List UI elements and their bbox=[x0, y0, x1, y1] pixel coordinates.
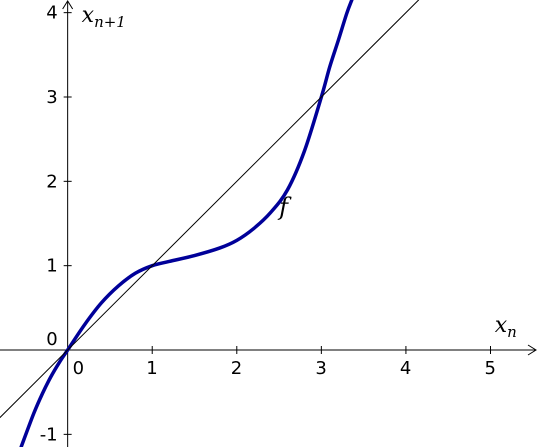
x-tick-label: 4 bbox=[400, 358, 411, 379]
x-tick-label: 0 bbox=[73, 358, 84, 379]
y-axis-arrow bbox=[62, 0, 74, 10]
x-axis-label: xn bbox=[495, 313, 517, 341]
y-tick-label: 1 bbox=[46, 256, 57, 277]
x-tick-label: 1 bbox=[146, 358, 157, 379]
y-tick-label: 2 bbox=[46, 171, 57, 192]
y-tick-label: 4 bbox=[46, 3, 57, 24]
y-axis-label: xn+1 bbox=[82, 3, 126, 31]
y-axis-label-base: x bbox=[82, 3, 95, 28]
x-axis-arrow bbox=[527, 344, 537, 356]
x-axis-label-sub: n bbox=[507, 323, 517, 341]
identity-line bbox=[0, 0, 420, 418]
x-tick-label: 5 bbox=[484, 358, 495, 379]
x-tick-label: 2 bbox=[231, 358, 242, 379]
y-tick-label: 0 bbox=[46, 329, 57, 350]
y-ticks: -1 0 1 2 3 4 bbox=[40, 3, 72, 445]
x-tick-label: 3 bbox=[315, 358, 326, 379]
plot-area bbox=[0, 0, 420, 447]
curve-label-f: f bbox=[277, 193, 292, 221]
x-axis-label-base: x bbox=[495, 313, 508, 338]
y-axis-label-sub: n+1 bbox=[94, 13, 126, 31]
series-f-line bbox=[19, 0, 354, 447]
y-tick-label: -1 bbox=[40, 424, 58, 445]
x-ticks: 0 1 2 3 4 5 bbox=[73, 346, 496, 379]
y-tick-label: 3 bbox=[46, 87, 57, 108]
